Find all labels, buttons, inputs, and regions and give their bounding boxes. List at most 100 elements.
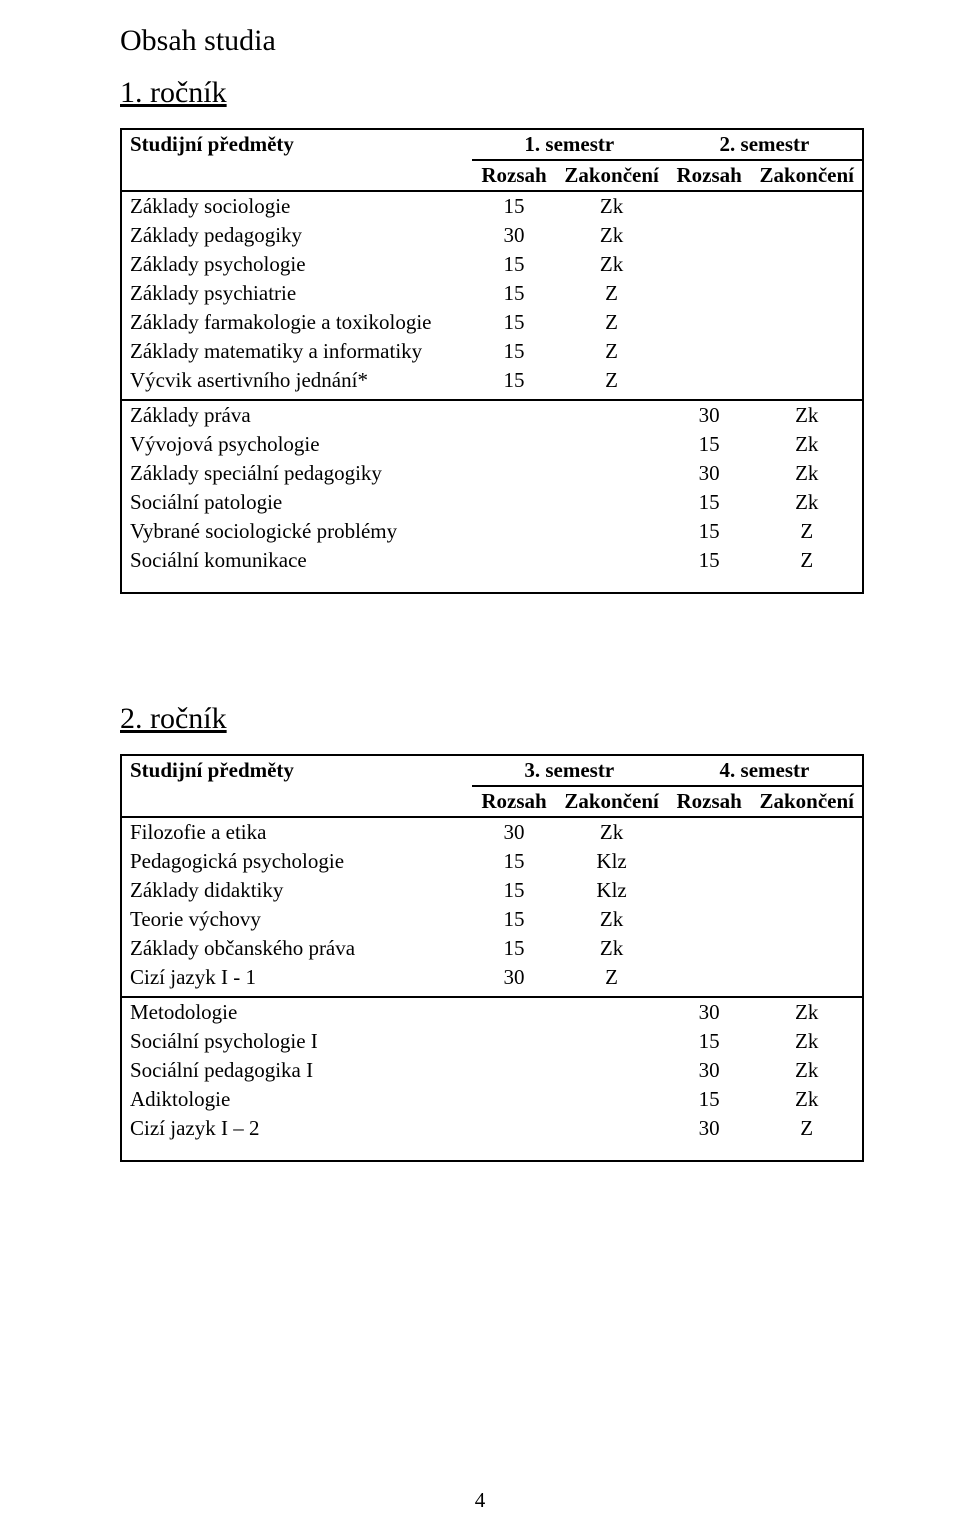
col-header-sem-right: 2. semestr bbox=[667, 129, 863, 160]
subject-cell: Základy speciální pedagogiky bbox=[121, 459, 472, 488]
rozsah-cell bbox=[472, 1027, 557, 1056]
rozsah-cell: 15 bbox=[472, 847, 557, 876]
zakonceni-cell bbox=[751, 963, 863, 992]
table-row: Vybrané sociologické problémy15Z bbox=[121, 517, 863, 546]
subject-cell: Základy psychologie bbox=[121, 250, 472, 279]
zakonceni-cell bbox=[751, 308, 863, 337]
subject-cell: Pedagogická psychologie bbox=[121, 847, 472, 876]
subject-cell: Výcvik asertivního jednání* bbox=[121, 366, 472, 395]
rozsah-cell: 30 bbox=[667, 1056, 752, 1085]
rozsah-cell: 30 bbox=[667, 459, 752, 488]
subject-cell: Základy občanského práva bbox=[121, 934, 472, 963]
zakonceni-cell bbox=[751, 847, 863, 876]
table-row: Pedagogická psychologie15Klz bbox=[121, 847, 863, 876]
col-header-zakonceni-1: Zakončení bbox=[556, 160, 667, 191]
rozsah-cell bbox=[472, 1085, 557, 1114]
zakonceni-cell: Klz bbox=[556, 876, 667, 905]
table-row: Metodologie30Zk bbox=[121, 997, 863, 1027]
subject-cell: Základy didaktiky bbox=[121, 876, 472, 905]
subject-cell: Základy pedagogiky bbox=[121, 221, 472, 250]
rozsah-cell: 15 bbox=[472, 366, 557, 395]
subject-cell: Sociální komunikace bbox=[121, 546, 472, 575]
zakonceni-cell: Zk bbox=[556, 817, 667, 847]
rozsah-cell: 15 bbox=[472, 279, 557, 308]
subject-cell: Adiktologie bbox=[121, 1085, 472, 1114]
subject-cell: Filozofie a etika bbox=[121, 817, 472, 847]
rozsah-cell: 30 bbox=[472, 963, 557, 992]
rozsah-cell bbox=[667, 250, 752, 279]
col-header-zakonceni-2: Zakončení bbox=[751, 786, 863, 817]
zakonceni-cell: Z bbox=[556, 337, 667, 366]
subject-cell: Sociální psychologie I bbox=[121, 1027, 472, 1056]
zakonceni-cell: Zk bbox=[751, 400, 863, 430]
rozsah-cell bbox=[667, 963, 752, 992]
zakonceni-cell bbox=[751, 250, 863, 279]
col-header-rozsah-1: Rozsah bbox=[472, 160, 557, 191]
col-header-rozsah-1: Rozsah bbox=[472, 786, 557, 817]
table-row: Základy práva30Zk bbox=[121, 400, 863, 430]
zakonceni-cell bbox=[751, 934, 863, 963]
rozsah-cell bbox=[472, 430, 557, 459]
table-row: Základy speciální pedagogiky30Zk bbox=[121, 459, 863, 488]
table-row: Výcvik asertivního jednání*15Z bbox=[121, 366, 863, 395]
table-row: Filozofie a etika30Zk bbox=[121, 817, 863, 847]
rozsah-cell bbox=[667, 366, 752, 395]
rozsah-cell: 15 bbox=[472, 876, 557, 905]
zakonceni-cell: Z bbox=[556, 963, 667, 992]
year2-heading: 2. ročník bbox=[120, 702, 864, 736]
rozsah-cell bbox=[667, 221, 752, 250]
zakonceni-cell: Zk bbox=[556, 934, 667, 963]
zakonceni-cell bbox=[556, 1085, 667, 1114]
zakonceni-cell bbox=[751, 337, 863, 366]
zakonceni-cell bbox=[556, 488, 667, 517]
rozsah-cell: 15 bbox=[472, 191, 557, 221]
table-row: Základy psychologie15Zk bbox=[121, 250, 863, 279]
zakonceni-cell bbox=[556, 546, 667, 575]
zakonceni-cell bbox=[556, 997, 667, 1027]
page-number: 4 bbox=[0, 1488, 960, 1513]
rozsah-cell bbox=[472, 1056, 557, 1085]
zakonceni-cell: Zk bbox=[751, 488, 863, 517]
zakonceni-cell bbox=[751, 279, 863, 308]
zakonceni-cell bbox=[751, 905, 863, 934]
zakonceni-cell: Zk bbox=[556, 250, 667, 279]
rozsah-cell bbox=[472, 488, 557, 517]
zakonceni-cell bbox=[751, 221, 863, 250]
table-row: Sociální patologie15Zk bbox=[121, 488, 863, 517]
col-header-subjects: Studijní předměty bbox=[121, 129, 472, 191]
table-row: Sociální komunikace15Z bbox=[121, 546, 863, 575]
rozsah-cell: 15 bbox=[472, 934, 557, 963]
zakonceni-cell bbox=[556, 1114, 667, 1143]
col-header-subjects: Studijní předměty bbox=[121, 755, 472, 817]
rozsah-cell: 15 bbox=[667, 546, 752, 575]
table-row: Cizí jazyk I - 130Z bbox=[121, 963, 863, 992]
table-row: Vývojová psychologie15Zk bbox=[121, 430, 863, 459]
rozsah-cell bbox=[472, 459, 557, 488]
zakonceni-cell: Zk bbox=[556, 191, 667, 221]
rozsah-cell: 15 bbox=[472, 337, 557, 366]
rozsah-cell: 15 bbox=[667, 1085, 752, 1114]
table-row: Teorie výchovy15Zk bbox=[121, 905, 863, 934]
subject-cell: Cizí jazyk I - 1 bbox=[121, 963, 472, 992]
rozsah-cell bbox=[667, 279, 752, 308]
page: Obsah studia 1. ročník Studijní předměty… bbox=[0, 0, 960, 1537]
col-header-zakonceni-2: Zakončení bbox=[751, 160, 863, 191]
zakonceni-cell: Zk bbox=[751, 1027, 863, 1056]
table-row: Základy farmakologie a toxikologie15Z bbox=[121, 308, 863, 337]
rozsah-cell bbox=[472, 546, 557, 575]
zakonceni-cell bbox=[556, 459, 667, 488]
rozsah-cell bbox=[667, 905, 752, 934]
rozsah-cell bbox=[472, 400, 557, 430]
subject-cell: Základy práva bbox=[121, 400, 472, 430]
rozsah-cell: 15 bbox=[667, 430, 752, 459]
subject-cell: Vývojová psychologie bbox=[121, 430, 472, 459]
col-header-sem-left: 1. semestr bbox=[472, 129, 667, 160]
zakonceni-cell bbox=[556, 1056, 667, 1085]
curriculum-table-1: Studijní předměty 1. semestr 2. semestr … bbox=[120, 128, 864, 594]
rozsah-cell bbox=[472, 1114, 557, 1143]
zakonceni-cell: Zk bbox=[751, 997, 863, 1027]
zakonceni-cell: Klz bbox=[556, 847, 667, 876]
zakonceni-cell bbox=[751, 876, 863, 905]
table-row: Sociální pedagogika I30Zk bbox=[121, 1056, 863, 1085]
rozsah-cell: 30 bbox=[472, 817, 557, 847]
